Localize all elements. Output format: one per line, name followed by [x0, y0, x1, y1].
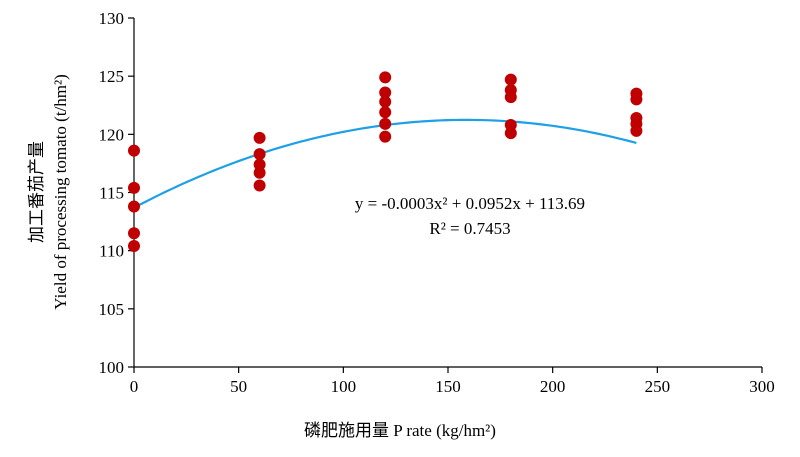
data-point [128, 181, 140, 194]
data-point [379, 117, 392, 130]
x-axis-title: 磷肥施用量 P rate (kg/hm²) [304, 421, 496, 440]
y-axis-title-en: Yield of processing tomato (t/hm²) [51, 74, 70, 310]
data-point [630, 124, 643, 137]
data-point [128, 240, 140, 253]
x-tick-label: 0 [130, 377, 139, 396]
data-point [128, 200, 140, 213]
data-point [504, 127, 517, 140]
y-tick-label: 100 [99, 358, 125, 377]
y-tick-label: 130 [99, 9, 125, 28]
y-axis-title-cn: 加工番茄产量 [27, 141, 46, 243]
data-point [379, 71, 392, 84]
data-point [379, 95, 392, 108]
chart-axes: 100 105 110 115 120 125 130 0 50 100 150 200 250 300 [99, 9, 775, 396]
x-tick-label: 250 [645, 377, 671, 396]
y-tick-label: 115 [99, 184, 124, 203]
data-point [379, 86, 392, 99]
data-point [253, 166, 266, 179]
regression-equation: y = -0.0003x² + 0.0952x + 113.69 [355, 194, 585, 213]
data-point [379, 130, 392, 143]
y-tick-label: 120 [99, 125, 125, 144]
data-point [253, 131, 266, 144]
data-point [253, 148, 266, 161]
x-tick-label: 150 [435, 377, 461, 396]
data-point [504, 91, 517, 104]
x-tick-label: 50 [230, 377, 247, 396]
data-point [128, 144, 140, 157]
data-points [128, 71, 643, 253]
r-squared-label: R² = 0.7453 [429, 219, 510, 238]
data-point [253, 179, 266, 192]
data-point [504, 73, 517, 86]
x-tick-label: 100 [331, 377, 357, 396]
data-point [128, 227, 140, 240]
x-tick-label: 200 [540, 377, 566, 396]
y-tick-label: 105 [99, 300, 125, 319]
x-tick-label: 300 [749, 377, 775, 396]
y-tick-label: 110 [99, 242, 124, 261]
y-tick-label: 125 [99, 67, 125, 86]
data-point [379, 106, 392, 119]
data-point [630, 93, 643, 106]
